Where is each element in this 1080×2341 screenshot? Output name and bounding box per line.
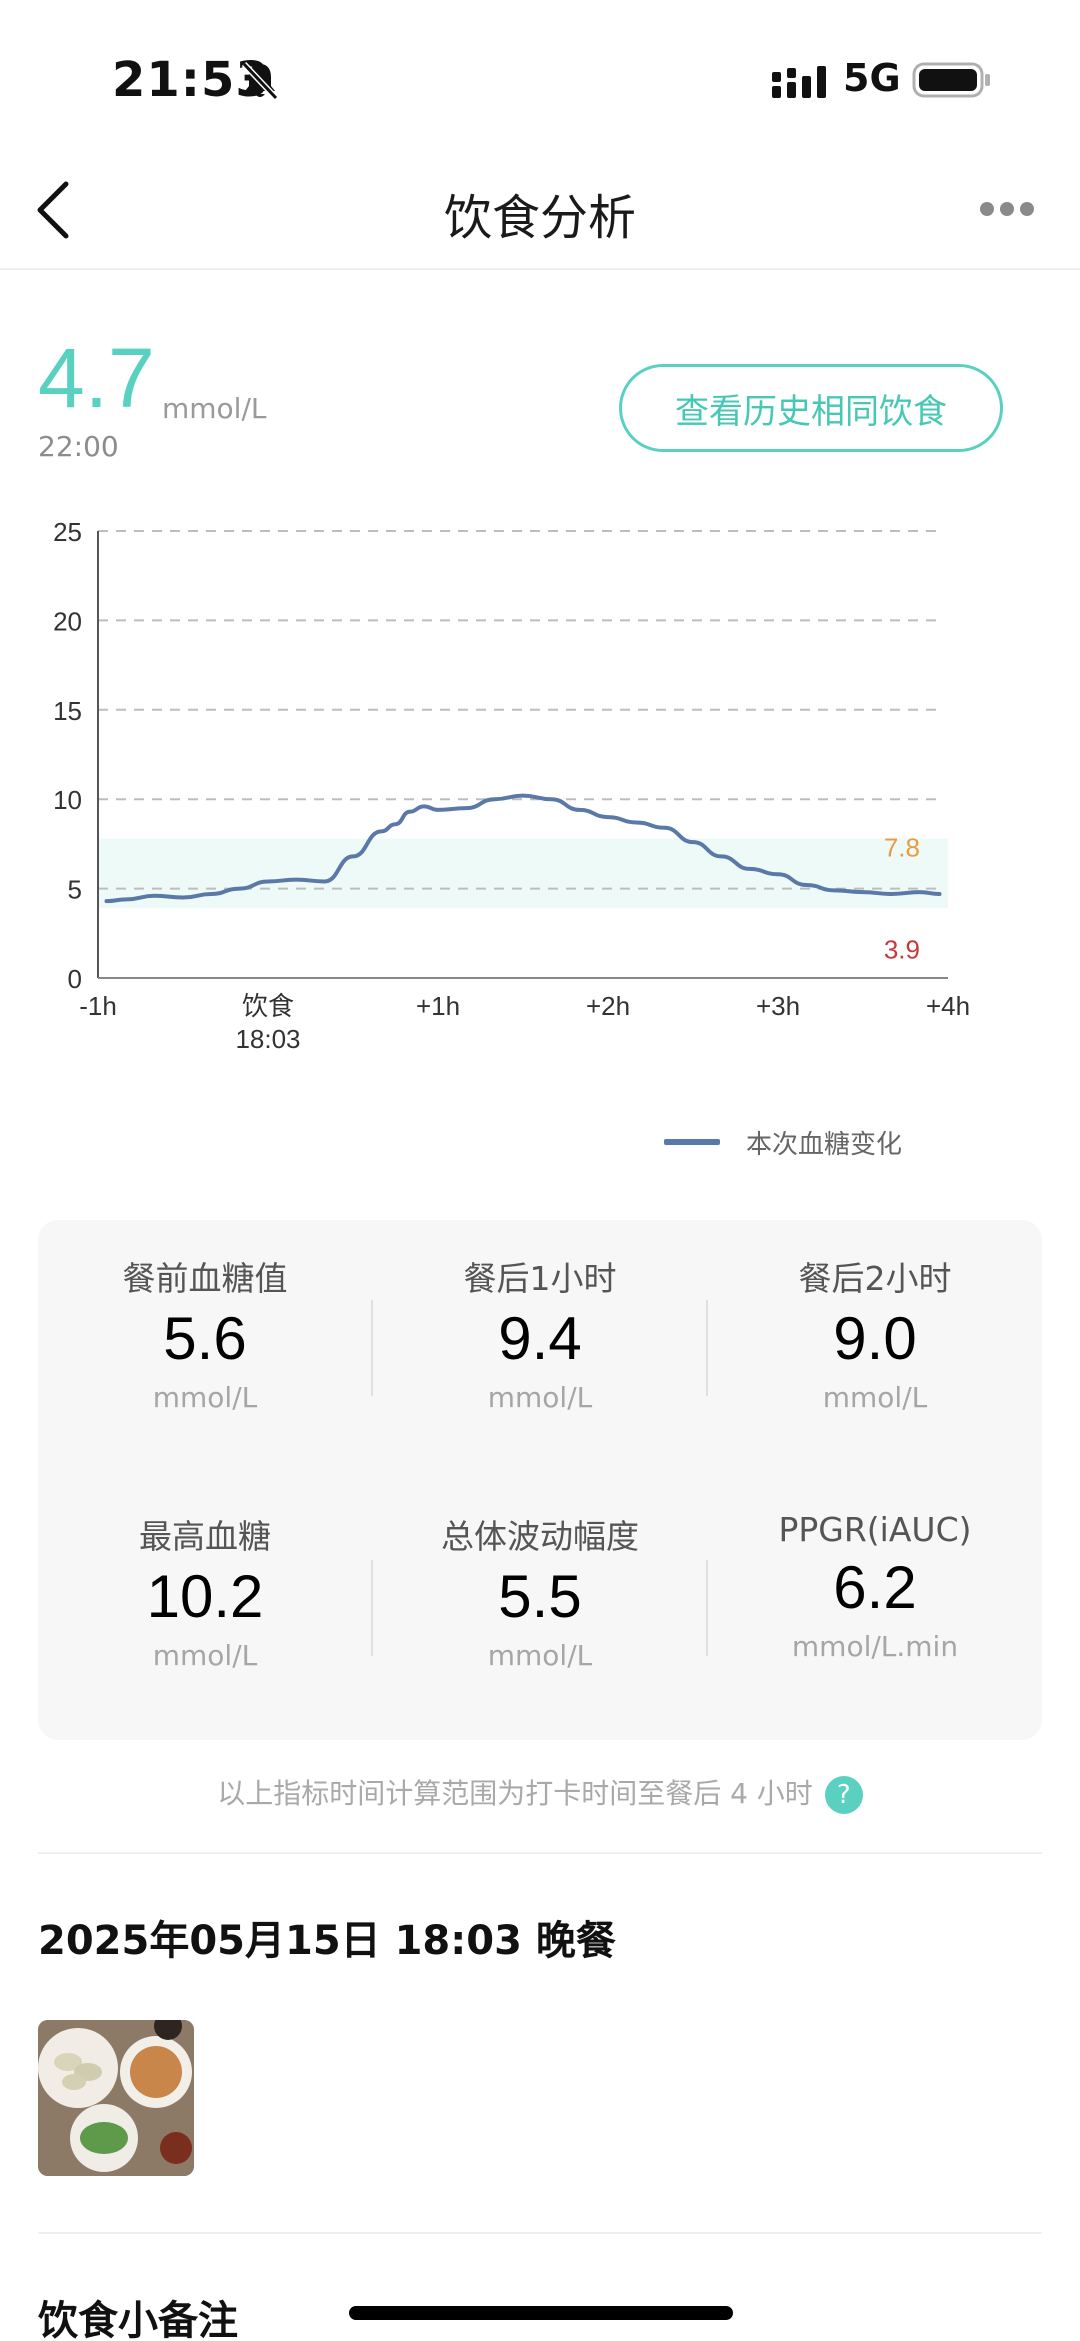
meal-notes-title: 饮食小备注: [38, 2298, 238, 2341]
metric-label: 餐后2小时: [798, 1259, 952, 1298]
meal-time-label: 18:03: [235, 1024, 300, 1054]
view-history-meals-button[interactable]: 查看历史相同饮食: [619, 364, 1003, 452]
x-tick-label: 饮食: [242, 991, 294, 1021]
metric-1h-post-meal: 餐后1小时 9.4 mmol/L: [373, 1252, 707, 1414]
help-icon[interactable]: ?: [824, 1776, 863, 1814]
more-icon[interactable]: [978, 194, 1036, 224]
x-tick-label: -1h: [79, 991, 117, 1021]
back-arrow-icon[interactable]: [30, 178, 80, 242]
metric-value: 9.0: [833, 1305, 917, 1372]
x-tick-label: +1h: [416, 991, 460, 1021]
status-bar: 21:53 5G: [0, 0, 1080, 150]
chart-legend: 本次血糖变化: [664, 1124, 902, 1160]
divider: [38, 1852, 1042, 1854]
metric-unit: mmol/L: [487, 1639, 593, 1672]
metric-peak: 最高血糖 10.2 mmol/L: [38, 1510, 372, 1672]
metric-label: 总体波动幅度: [441, 1517, 639, 1556]
x-tick-label: +4h: [926, 991, 970, 1021]
metric-ppgr: PPGR(iAUC) 6.2 mmol/L.min: [708, 1510, 1042, 1663]
metric-unit: mmol/L: [822, 1381, 928, 1414]
metrics-note: 以上指标时间计算范围为打卡时间至餐后 4 小时?: [0, 1772, 1080, 1814]
target-high-label: 7.8: [884, 833, 920, 863]
divider: [38, 2232, 1042, 2234]
metric-value: 9.4: [498, 1305, 582, 1372]
metric-label: 餐后1小时: [463, 1259, 617, 1298]
signal-icon: [772, 66, 826, 98]
divider: [706, 1300, 708, 1396]
divider: [371, 1300, 373, 1396]
legend-swatch: [664, 1139, 720, 1145]
y-tick-label: 15: [53, 696, 82, 726]
y-tick-label: 5: [68, 875, 82, 905]
glucose-chart: 0 5 10 15 20 25 -1h 饮食 +1h +2h +3h +4h 18:03 7.8 3.9: [53, 517, 970, 1054]
current-glucose-time: 22:00: [38, 430, 119, 463]
meal-photo[interactable]: [38, 2020, 194, 2176]
metric-label: 餐前血糖值: [122, 1259, 288, 1298]
metric-value: 5.5: [498, 1563, 582, 1630]
divider: [706, 1560, 708, 1656]
metric-fluctuation: 总体波动幅度 5.5 mmol/L: [373, 1510, 707, 1672]
metric-unit: mmol/L: [152, 1381, 258, 1414]
current-glucose-value: 4.7: [38, 331, 155, 425]
x-tick-label: +2h: [586, 991, 630, 1021]
page-title: 饮食分析: [443, 190, 636, 246]
metric-value: 10.2: [146, 1563, 264, 1630]
metrics-note-text: 以上指标时间计算范围为打卡时间至餐后 4 小时: [217, 1777, 813, 1810]
metric-label: PPGR(iAUC): [778, 1510, 972, 1549]
x-tick-label: +3h: [756, 991, 800, 1021]
metric-label: 最高血糖: [139, 1517, 271, 1556]
nav-bar: 饮食分析: [0, 150, 1080, 270]
status-time: 21:53: [112, 52, 270, 108]
current-glucose-unit: mmol/L: [162, 392, 267, 425]
target-range-band: [98, 838, 948, 909]
network-type: 5G: [843, 56, 901, 100]
y-tick-label: 10: [53, 785, 82, 815]
metric-pre-meal: 餐前血糖值 5.6 mmol/L: [38, 1252, 372, 1414]
battery-icon: [912, 62, 990, 98]
metrics-card: 餐前血糖值 5.6 mmol/L 餐后1小时 9.4 mmol/L 餐后2小时 …: [38, 1220, 1042, 1740]
legend-label: 本次血糖变化: [746, 1129, 903, 1160]
y-tick-label: 25: [53, 517, 82, 547]
divider: [371, 1560, 373, 1656]
metric-value: 6.2: [833, 1554, 917, 1621]
y-tick-label: 20: [53, 606, 82, 636]
bell-muted-icon: [241, 61, 279, 101]
metric-2h-post-meal: 餐后2小时 9.0 mmol/L: [708, 1252, 1042, 1414]
target-low-label: 3.9: [884, 934, 920, 964]
meal-title: 2025年05月15日 18:03 晚餐: [38, 1918, 616, 1964]
metric-unit: mmol/L: [487, 1381, 593, 1414]
y-tick-label: 0: [68, 964, 82, 994]
home-indicator: [349, 2306, 733, 2320]
metric-unit: mmol/L: [152, 1639, 258, 1672]
metric-unit: mmol/L.min: [791, 1630, 959, 1663]
series-line: [104, 793, 942, 904]
metric-value: 5.6: [163, 1305, 247, 1372]
